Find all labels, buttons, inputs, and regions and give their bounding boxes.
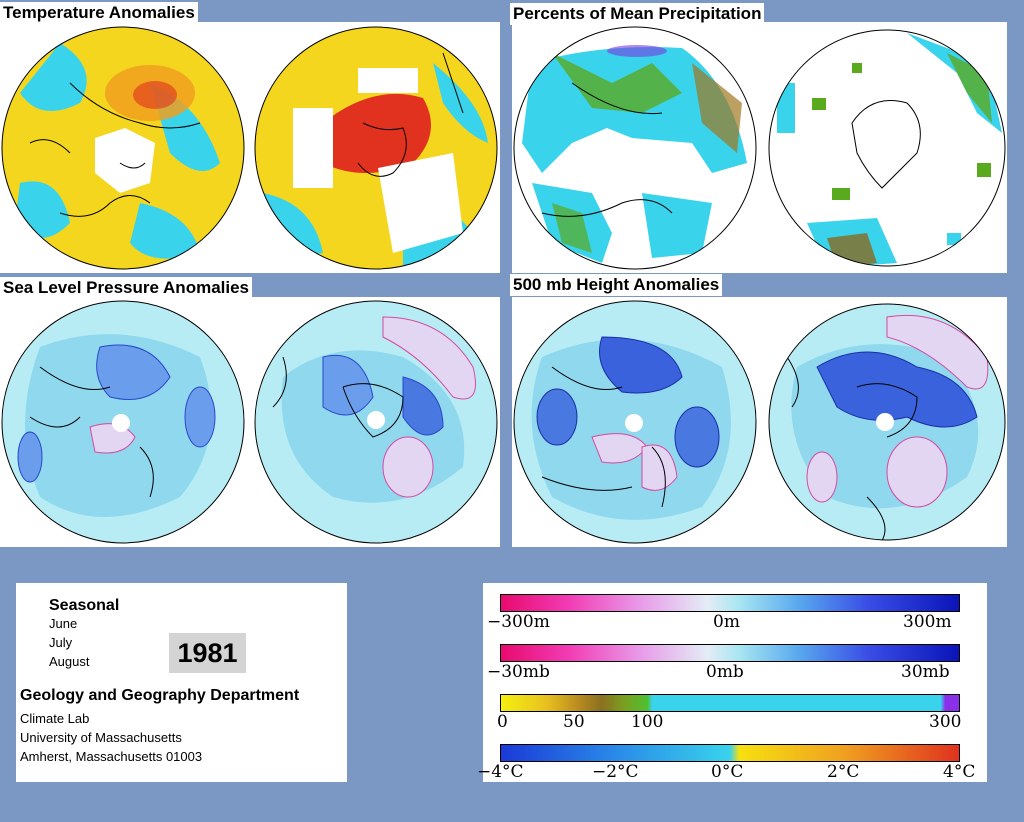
precipitation-title: Percents of Mean Precipitation	[510, 3, 765, 25]
temp-colorbar	[500, 744, 960, 762]
pressure-label-zero: 0mb	[706, 662, 744, 682]
height-label-min: −300m	[487, 612, 550, 632]
height500-south-globe	[767, 297, 1007, 547]
temperature-north-globe	[0, 23, 247, 273]
temperature-title: Temperature Anomalies	[0, 2, 198, 24]
precipitation-north-globe	[512, 23, 759, 273]
temperature-south-globe	[253, 23, 500, 273]
precipitation-panel	[512, 22, 1007, 273]
pressure-label-min: −30mb	[487, 662, 550, 682]
temp-label-2: 2°C	[827, 762, 860, 782]
slp-panel	[0, 297, 500, 547]
month-july: July	[49, 635, 73, 650]
month-june: June	[49, 616, 78, 631]
slp-title: Sea Level Pressure Anomalies	[0, 277, 253, 299]
precip-colorbar	[500, 694, 960, 712]
precipitation-south-globe	[767, 23, 1007, 273]
height-label-zero: 0m	[713, 612, 740, 632]
precip-label-50: 50	[563, 712, 585, 732]
temp-label-minus4: −4°C	[477, 762, 524, 782]
height-label-max: 300m	[903, 612, 952, 632]
temp-label-0: 0°C	[711, 762, 744, 782]
department-label: Geology and Geography Department	[20, 687, 300, 704]
year-badge: 1981	[169, 633, 246, 673]
temp-label-minus2: −2°C	[592, 762, 639, 782]
precip-label-0: 0	[497, 712, 508, 732]
seasonal-label: Seasonal	[49, 597, 120, 614]
height500-title: 500 mb Height Anomalies	[510, 274, 723, 296]
precip-label-300: 300	[929, 712, 962, 732]
slp-south-globe	[253, 297, 500, 547]
university-label: University of Massachusetts	[20, 730, 182, 745]
pressure-label-max: 30mb	[901, 662, 950, 682]
slp-north-globe	[0, 297, 247, 547]
temperature-panel	[0, 22, 500, 273]
precip-label-100: 100	[631, 712, 664, 732]
height500-north-globe	[512, 297, 759, 547]
temp-label-4: 4°C	[943, 762, 976, 782]
month-august: August	[49, 654, 90, 669]
legend-box: −300m 0m 300m −30mb 0mb 30mb 0 50 100 30…	[477, 583, 987, 782]
lab-label: Climate Lab	[20, 711, 90, 726]
height500-panel	[512, 297, 1007, 547]
info-box: Seasonal June July August 1981 Geology a…	[16, 583, 347, 782]
address-label: Amherst, Massachusetts 01003	[20, 749, 203, 764]
height-colorbar	[500, 594, 960, 612]
pressure-colorbar	[500, 644, 960, 662]
